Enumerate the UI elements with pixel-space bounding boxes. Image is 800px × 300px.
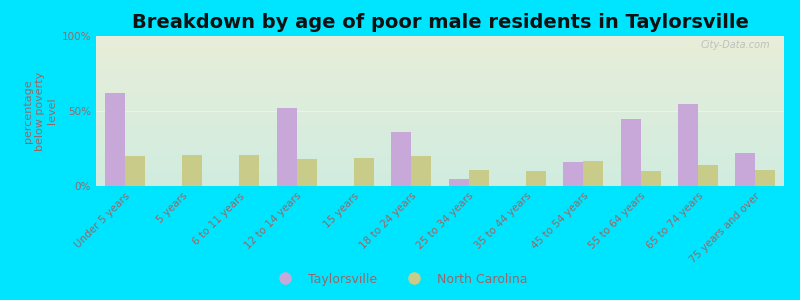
Bar: [277, 108, 297, 186]
Bar: [583, 160, 603, 186]
Bar: [391, 132, 411, 186]
Bar: [641, 171, 661, 186]
Title: Breakdown by age of poor male residents in Taylorsville: Breakdown by age of poor male residents …: [131, 13, 749, 32]
Y-axis label: percentage
below poverty
level: percentage below poverty level: [22, 71, 58, 151]
Legend: Taylorsville, North Carolina: Taylorsville, North Carolina: [268, 268, 532, 291]
Bar: [125, 156, 145, 186]
Bar: [449, 178, 469, 186]
Bar: [411, 156, 431, 186]
Bar: [735, 153, 755, 186]
Bar: [678, 103, 698, 186]
Bar: [563, 162, 583, 186]
Bar: [621, 118, 641, 186]
Bar: [755, 169, 775, 186]
Bar: [105, 93, 125, 186]
Bar: [469, 169, 489, 186]
Bar: [354, 158, 374, 186]
Bar: [526, 171, 546, 186]
Bar: [297, 159, 317, 186]
Bar: [182, 154, 202, 186]
Bar: [698, 165, 718, 186]
Bar: [239, 154, 259, 186]
Text: City-Data.com: City-Data.com: [701, 40, 770, 50]
